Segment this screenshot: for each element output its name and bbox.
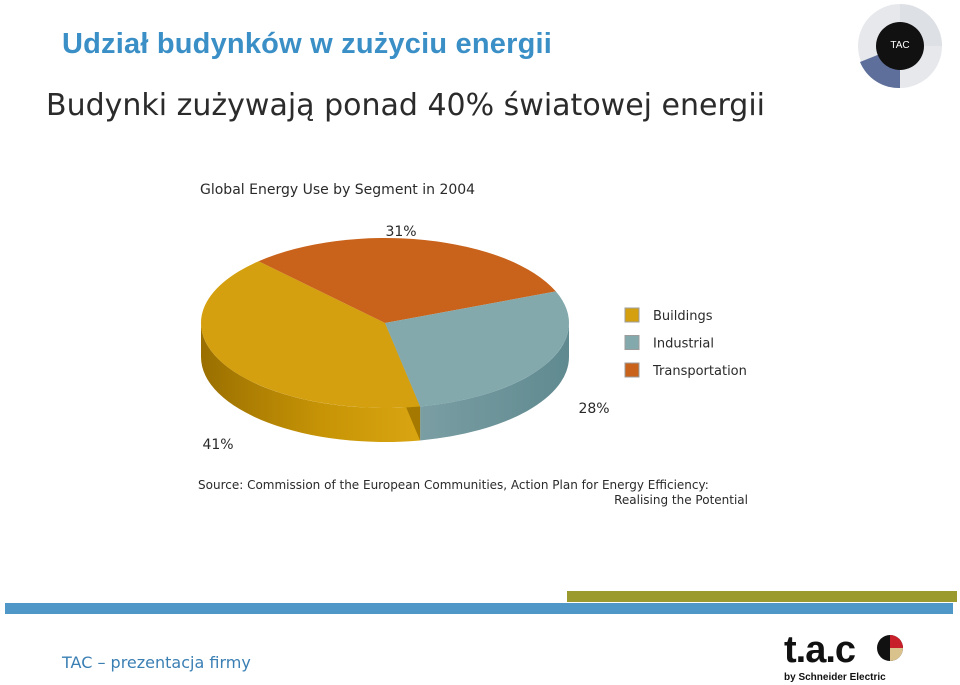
legend-swatch-buildings bbox=[624, 307, 640, 323]
chart-source-line1: Source: Commission of the European Commu… bbox=[198, 478, 709, 492]
data-label-industrial: 28% bbox=[578, 401, 609, 417]
legend-swatch-industrial bbox=[624, 335, 640, 350]
pie-group: 41% 31% 28% bbox=[200, 224, 610, 453]
slide-title: Udział budynków w zużyciu energii bbox=[62, 28, 552, 60]
slice-buildings bbox=[200, 261, 421, 408]
legend-label-industrial: Industrial bbox=[653, 337, 714, 352]
chart-title: Global Energy Use by Segment in 2004 bbox=[200, 182, 475, 198]
slice-industrial bbox=[385, 291, 569, 407]
legend-swatch-transportation bbox=[624, 362, 640, 378]
data-label-buildings: 41% bbox=[202, 437, 233, 453]
chart-source-line2: Realising the Potential bbox=[614, 493, 748, 507]
footer-divider-bar bbox=[5, 603, 953, 614]
slice-side-buildings bbox=[201, 323, 421, 442]
pie-chart: Global Energy Use by Segment in 2004 41%… bbox=[198, 182, 748, 507]
legend-label-buildings: Buildings bbox=[653, 309, 713, 324]
footer-accent-bar bbox=[567, 591, 957, 602]
chart-legend: Buildings Industrial Transportation bbox=[624, 307, 747, 379]
brand-segment-light bbox=[890, 648, 903, 661]
slide-subtitle: Budynki zużywają ponad 40% światowej ene… bbox=[46, 88, 765, 123]
brand-byline: by Schneider Electric bbox=[784, 672, 886, 683]
tac-schneider-logo: t.a.c by Schneider Electric bbox=[784, 629, 903, 683]
footer-label: TAC – prezentacja firmy bbox=[62, 653, 251, 672]
brand-segment-red bbox=[890, 635, 903, 648]
legend-label-transportation: Transportation bbox=[652, 364, 747, 379]
tac-corner-logo: TAC bbox=[858, 4, 942, 89]
brand-wordmark: t.a.c bbox=[784, 629, 856, 671]
slice-transportation bbox=[258, 238, 556, 323]
logo-text: TAC bbox=[890, 40, 909, 51]
slice-side-industrial bbox=[420, 323, 569, 441]
data-label-transportation: 31% bbox=[385, 224, 416, 240]
logo-core bbox=[876, 22, 924, 70]
